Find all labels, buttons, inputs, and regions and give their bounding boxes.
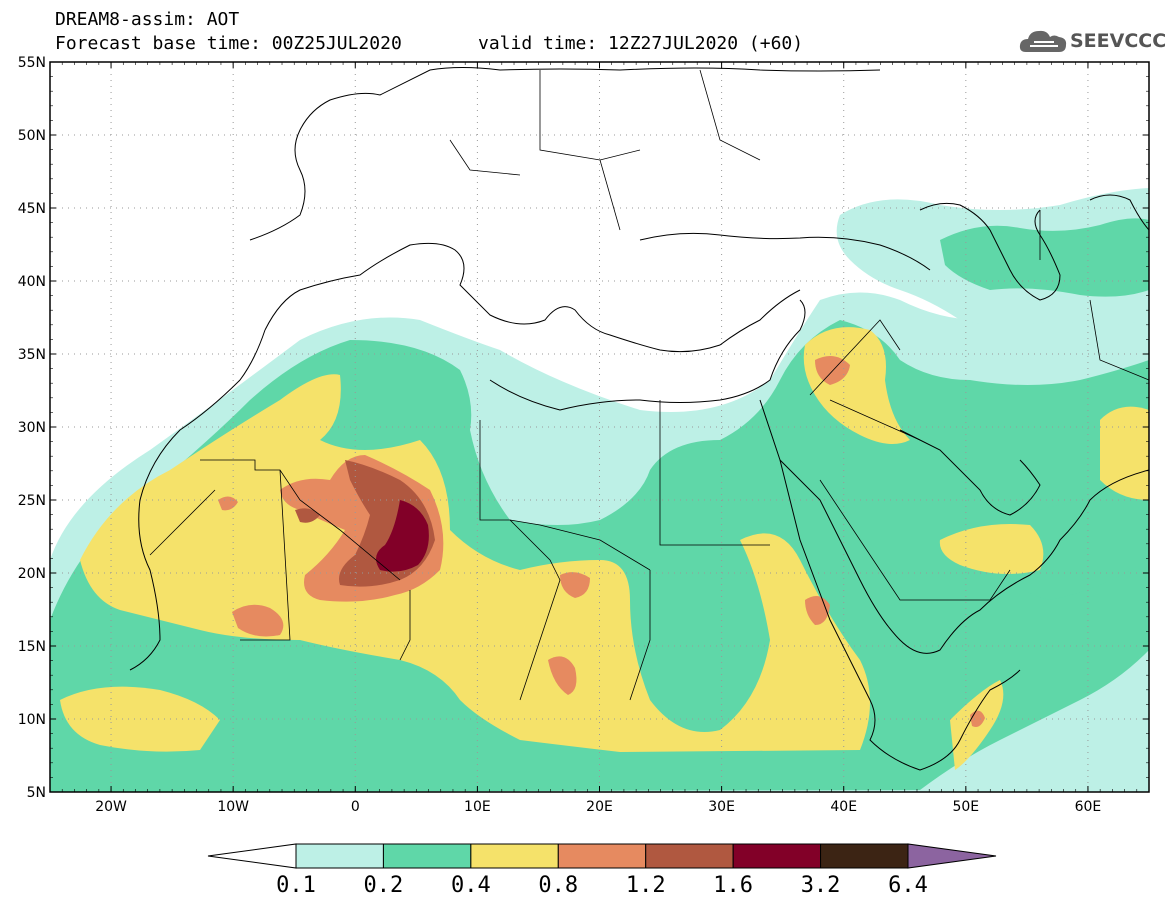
colorbar-max-arrow [907, 843, 997, 869]
colorbar-level-label: 1.6 [713, 873, 754, 898]
colorbar-min-arrow [207, 843, 297, 869]
lon-tick-label: 10E [464, 799, 491, 815]
lat-tick-label: 25N [18, 493, 46, 509]
seevccc-logo: SEEVCCC [1018, 26, 1165, 56]
colorbar-swatch [470, 843, 559, 869]
aot-level-0.8-patch1 [232, 604, 284, 637]
aot-field [50, 62, 1149, 792]
colorbar-level-label: 6.4 [888, 873, 928, 898]
colorbar-swatch [557, 843, 647, 869]
aot-level-1.6 [376, 500, 429, 572]
aot-level-0.4-gulf [1100, 406, 1149, 500]
coastlines [129, 67, 1149, 771]
lon-tick-label: 30E [708, 799, 735, 815]
lon-tick-label: 60E [1075, 799, 1102, 815]
valid-time: valid time: 12Z27JUL2020 (+60) [478, 33, 804, 54]
logo-text: SEEVCCC [1070, 30, 1165, 52]
colorbar-swatch [732, 843, 822, 869]
aot-level-1.2-patch [295, 508, 320, 523]
aot-level-0.8-patch2 [560, 572, 590, 598]
aot-level-0.4 [80, 374, 870, 752]
lon-tick-label: 20E [586, 799, 613, 815]
colorbar-level-label: 0.2 [363, 873, 404, 898]
lat-tick-label: 40N [18, 274, 46, 290]
lat-tick-label: 30N [18, 420, 46, 436]
lon-tick-label: 0 [351, 799, 360, 815]
map-title: DREAM8-assim: AOT [55, 9, 240, 30]
aot-level-0.8-patch3 [548, 656, 577, 695]
aot-level-0.2-caspian [940, 218, 1149, 297]
colorbar [207, 843, 997, 869]
lon-tick-label: 20W [95, 799, 127, 815]
lon-tick-label: 10W [217, 799, 249, 815]
colorbar-level-label: 1.2 [625, 873, 666, 898]
forecast-base-time: Forecast base time: 00Z25JUL2020 [55, 33, 402, 54]
colorbar-level-label: 0.1 [276, 873, 316, 898]
lat-tick-label: 55N [18, 55, 46, 71]
lat-tick-label: 50N [18, 128, 46, 144]
colorbar-swatch [820, 843, 909, 869]
lon-tick-label: 50E [952, 799, 979, 815]
axis-tick-labels: 55N 50N 45N 40N 35N 30N 25N 20N 15N 10N 5N 20W 10W 0 1… [18, 55, 1102, 815]
lat-tick-label: 45N [18, 201, 46, 217]
colorbar-swatch [645, 843, 734, 869]
lat-tick-label: 35N [18, 347, 46, 363]
lat-tick-label: 5N [27, 785, 46, 801]
colorbar-swatch [382, 843, 472, 869]
colorbar-level-label: 0.4 [450, 873, 491, 898]
colorbar-swatch [295, 843, 384, 869]
cloud-icon [1019, 30, 1067, 52]
aot-level-0.2-arabia [1000, 490, 1149, 600]
colorbar-level-label: 0.8 [538, 873, 579, 898]
lat-tick-label: 20N [18, 566, 46, 582]
colorbar-level-label: 3.2 [800, 873, 841, 898]
lat-tick-label: 15N [18, 639, 46, 655]
country-borders [149, 69, 1149, 701]
lon-tick-label: 40E [830, 799, 857, 815]
lat-tick-label: 10N [18, 712, 46, 728]
axis-ticks [49, 61, 1150, 793]
